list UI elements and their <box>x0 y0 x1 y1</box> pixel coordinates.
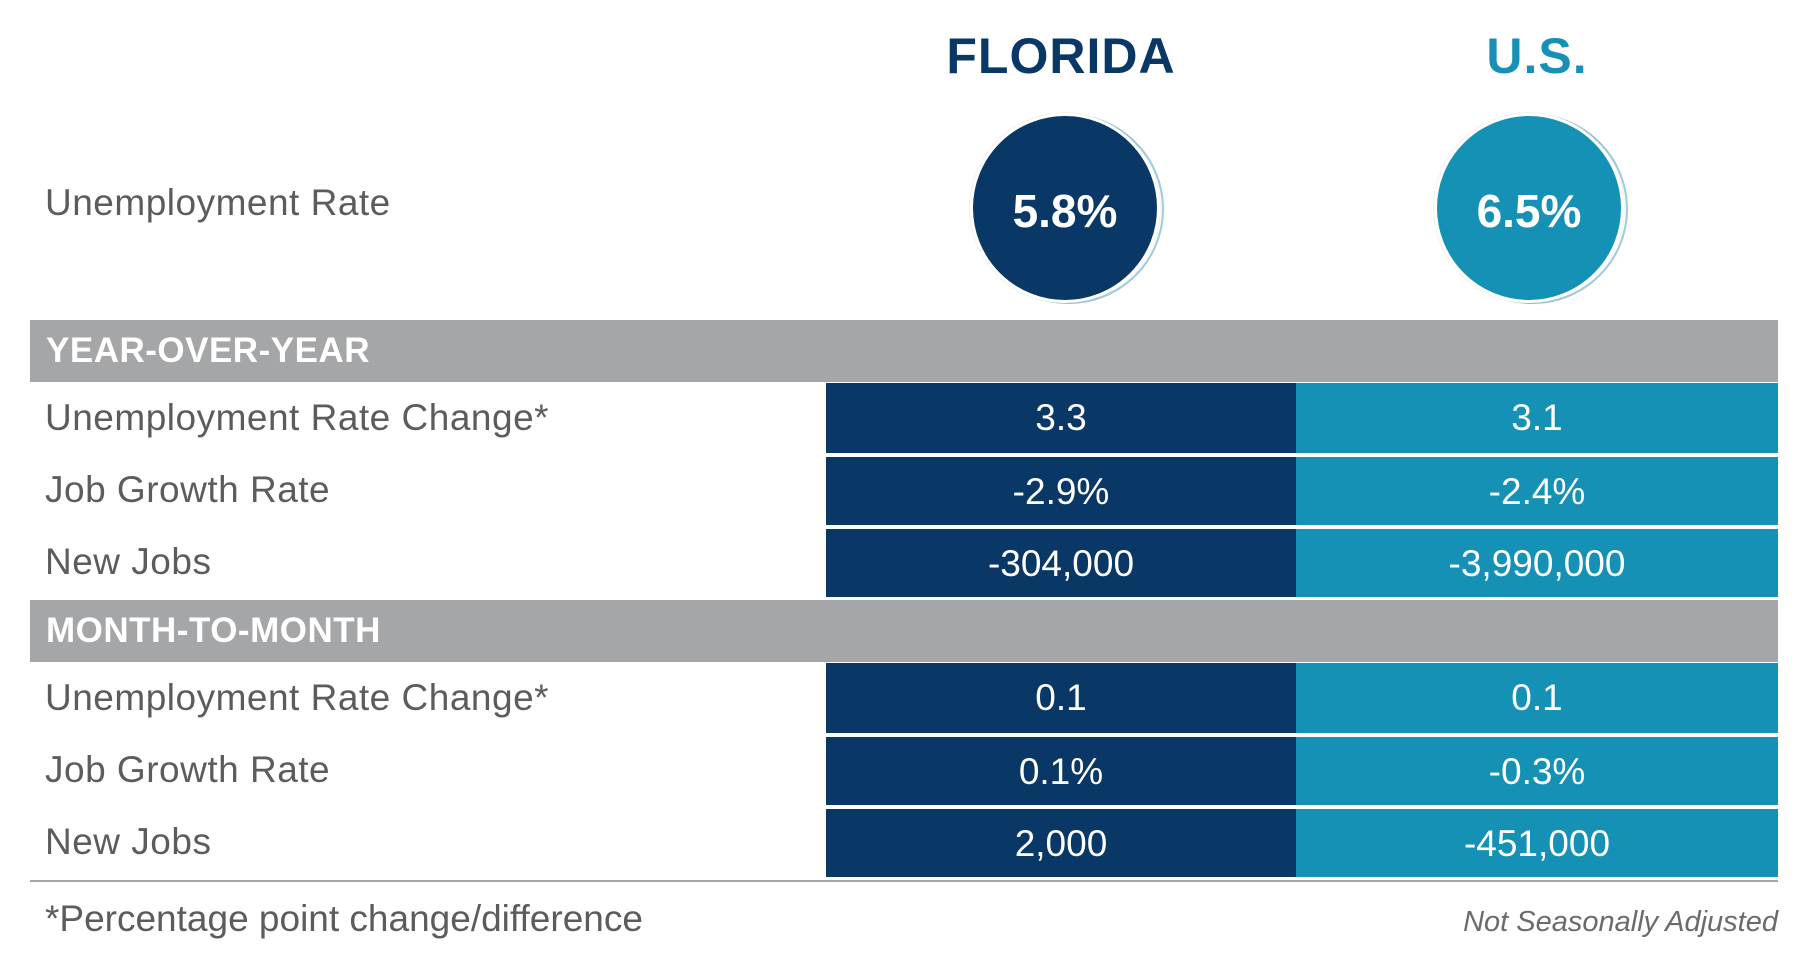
section-band-month-to-month: MONTH-TO-MONTH <box>30 600 1778 662</box>
table-row-yoy-job-growth-rate: Job Growth Rate -2.9% -2.4% <box>30 455 1778 525</box>
florida-rate-circle: 5.8% <box>970 113 1160 303</box>
florida-value-cell: 3.3 <box>826 383 1296 453</box>
row-label: Unemployment Rate Change* <box>45 677 550 718</box>
footnote: *Percentage point change/difference <box>45 898 643 939</box>
florida-value-cell: -2.9% <box>826 455 1296 525</box>
florida-value-cell: 0.1% <box>826 735 1296 805</box>
row-label: New Jobs <box>45 541 212 582</box>
us-value-cell: -451,000 <box>1296 807 1778 877</box>
us-value-cell: -3,990,000 <box>1296 527 1778 597</box>
us-value-cell: -2.4% <box>1296 455 1778 525</box>
row-label: Unemployment Rate Change* <box>45 397 550 438</box>
florida-value-cell: 0.1 <box>826 663 1296 733</box>
table-row-yoy-new-jobs: New Jobs -304,000 -3,990,000 <box>30 527 1778 597</box>
column-header-us: U.S. <box>1486 28 1588 84</box>
section-band-year-over-year: YEAR-OVER-YEAR <box>30 320 1778 382</box>
florida-value-cell: -304,000 <box>826 527 1296 597</box>
florida-value-cell: 2,000 <box>826 807 1296 877</box>
florida-rate-circle-wrap: 5.8% <box>970 113 1166 309</box>
us-value-cell: 0.1 <box>1296 663 1778 733</box>
us-value-cell: -0.3% <box>1296 735 1778 805</box>
us-value-cell: 3.1 <box>1296 383 1778 453</box>
row-label: Job Growth Rate <box>45 749 331 790</box>
us-rate-circle-wrap: 6.5% <box>1434 113 1630 309</box>
unemployment-rate-label: Unemployment Rate <box>45 182 391 223</box>
row-label: New Jobs <box>45 821 212 862</box>
us-rate-circle: 6.5% <box>1434 113 1624 303</box>
table-row-mtm-unemployment-rate-change: Unemployment Rate Change* 0.1 0.1 <box>30 663 1778 733</box>
bottom-divider <box>30 880 1778 882</box>
column-header-florida: FLORIDA <box>946 28 1176 84</box>
table-row-mtm-job-growth-rate: Job Growth Rate 0.1% -0.3% <box>30 735 1778 805</box>
table-row-yoy-unemployment-rate-change: Unemployment Rate Change* 3.3 3.1 <box>30 383 1778 453</box>
adjustment-note: Not Seasonally Adjusted <box>1463 906 1778 938</box>
table-row-mtm-new-jobs: New Jobs 2,000 -451,000 <box>30 807 1778 877</box>
row-label: Job Growth Rate <box>45 469 331 510</box>
